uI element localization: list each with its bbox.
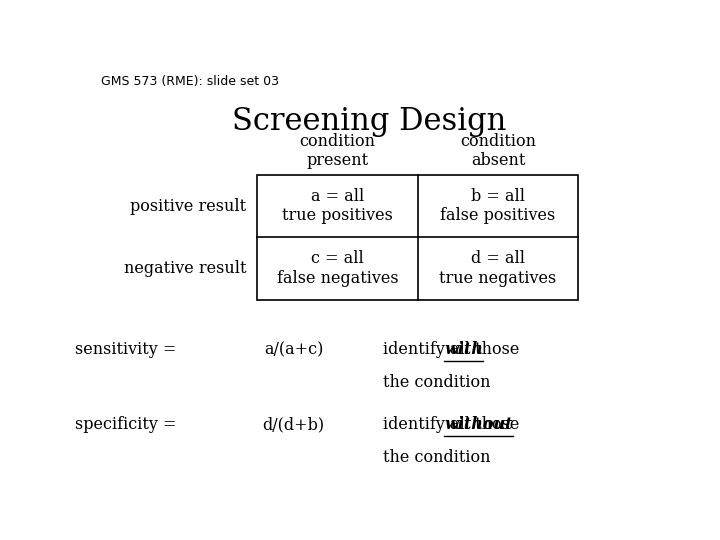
Text: b = all
false positives: b = all false positives: [441, 188, 556, 225]
Text: condition
absent: condition absent: [460, 133, 536, 169]
Text: condition
present: condition present: [300, 133, 376, 169]
Text: sensitivity =: sensitivity =: [75, 341, 176, 359]
Text: d = all
true negatives: d = all true negatives: [439, 250, 557, 287]
Text: a/(a+c): a/(a+c): [264, 341, 323, 359]
Text: the condition: the condition: [383, 449, 490, 465]
Text: identify all those: identify all those: [383, 416, 524, 433]
Text: identify all those: identify all those: [383, 341, 524, 359]
Text: specificity =: specificity =: [75, 416, 176, 433]
Text: with: with: [444, 341, 483, 359]
Text: negative result: negative result: [124, 260, 246, 277]
Text: d/(d+b): d/(d+b): [263, 416, 325, 433]
Text: a = all
true positives: a = all true positives: [282, 188, 393, 225]
FancyBboxPatch shape: [258, 175, 578, 300]
Text: GMS 573 (RME): slide set 03: GMS 573 (RME): slide set 03: [101, 75, 279, 88]
Text: without: without: [444, 416, 513, 433]
Text: c = all
false negatives: c = all false negatives: [276, 250, 398, 287]
Text: positive result: positive result: [130, 198, 246, 215]
Text: the condition: the condition: [383, 374, 490, 391]
Text: Screening Design: Screening Design: [232, 106, 506, 137]
